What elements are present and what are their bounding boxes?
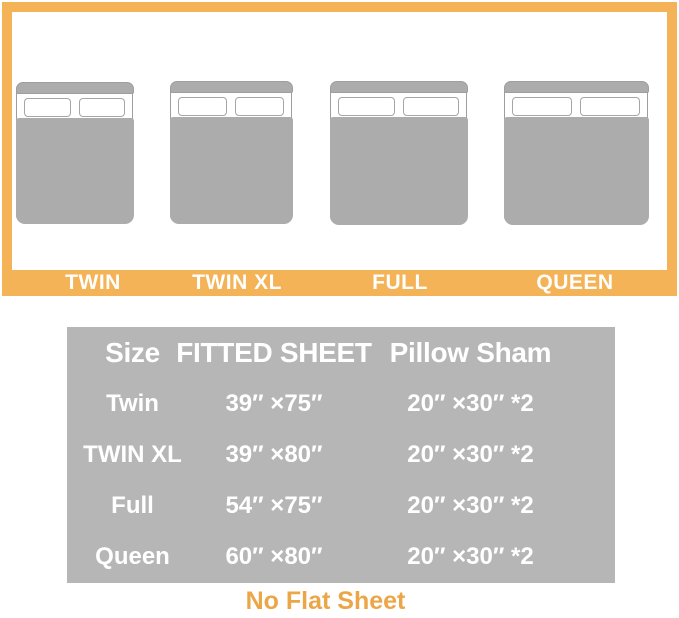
pillow-shape: [402, 97, 459, 116]
table-header-fitted-sheet: FITTED SHEET: [176, 336, 372, 368]
bed-label-twin: TWIN: [65, 271, 121, 294]
headboard-shape: [329, 80, 468, 93]
pillow-shape: [580, 97, 640, 116]
table-cell-pillow-sham: 20″ ×30″ *2: [407, 543, 534, 571]
blanket-shape: [15, 118, 134, 224]
headboard-shape: [169, 80, 293, 93]
table-cell-size: TWIN XL: [83, 440, 182, 468]
table-cell-fitted-sheet: 60″ ×80″: [225, 543, 323, 571]
table-cell-size: Queen: [95, 543, 170, 571]
pillow-shape: [178, 97, 227, 116]
table-cell-pillow-sham: 20″ ×30″ *2: [407, 440, 534, 468]
headboard-shape: [503, 80, 649, 93]
bed-illustration-twin: [15, 81, 134, 224]
table-cell-pillow-sham: 20″ ×30″ *2: [407, 389, 534, 417]
bed-label-queen: QUEEN: [536, 271, 614, 294]
pillow-shape: [235, 97, 284, 116]
table-cell-pillow-sham: 20″ ×30″ *2: [407, 492, 534, 520]
pillow-shape: [512, 97, 572, 116]
pillow-shape: [78, 98, 125, 117]
table-cell-fitted-sheet: 39″ ×80″: [225, 440, 323, 468]
bed-diagram-frame: TWIN TWIN XL FULL QUEEN: [2, 2, 677, 296]
pillow-shape: [338, 97, 395, 116]
headboard-shape: [15, 81, 134, 94]
bed-illustration-full: [329, 80, 468, 225]
blanket-shape: [503, 117, 649, 225]
table-cell-size: Full: [111, 492, 154, 520]
table-header-pillow-sham: Pillow Sham: [389, 336, 552, 368]
bed-illustration-twin-xl: [169, 80, 293, 224]
bed-diagram-canvas: [12, 12, 667, 270]
table-cell-fitted-sheet: 39″ ×75″: [225, 389, 323, 417]
no-flat-sheet-note: No Flat Sheet: [245, 587, 406, 615]
pillow-shape: [24, 98, 71, 117]
blanket-shape: [329, 117, 468, 225]
size-table: Size FITTED SHEET Pillow Sham Twin 39″ ×…: [67, 327, 615, 583]
table-header-size: Size: [105, 336, 160, 368]
blanket-shape: [169, 117, 293, 224]
bed-illustration-queen: [503, 80, 649, 225]
bed-label-twin-xl: TWIN XL: [192, 271, 282, 294]
table-cell-fitted-sheet: 54″ ×75″: [225, 492, 323, 520]
table-cell-size: Twin: [106, 389, 159, 417]
bed-label-full: FULL: [372, 271, 428, 294]
